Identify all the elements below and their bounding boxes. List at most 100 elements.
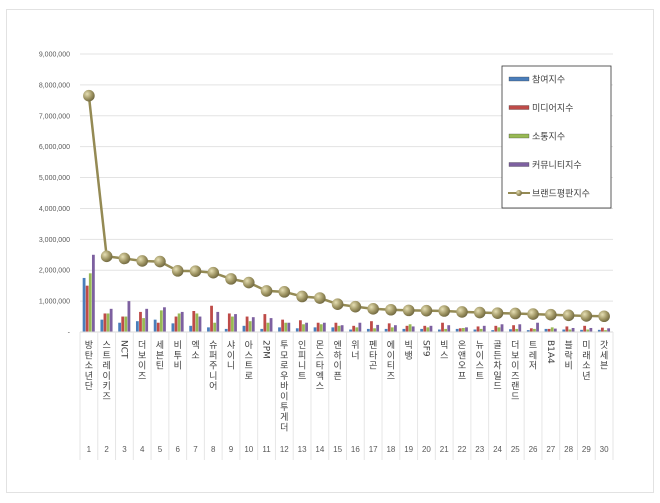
bar [402, 328, 406, 332]
bar [91, 254, 95, 332]
bar [319, 324, 323, 332]
bar [213, 322, 217, 332]
x-rank-label: 15 [333, 445, 342, 454]
bar [302, 324, 305, 332]
x-rank-label: 10 [244, 445, 253, 454]
bar [278, 327, 281, 332]
line-marker [438, 305, 451, 317]
bar [295, 328, 299, 332]
y-tick-label: 5,000,000 [39, 175, 70, 182]
bar [571, 327, 575, 332]
legend-swatch-icon [508, 105, 530, 110]
line-marker [189, 265, 202, 277]
bar [118, 322, 122, 332]
bar [500, 324, 504, 332]
x-rank-label: 9 [229, 445, 234, 454]
bar [109, 308, 113, 332]
legend-item: 브랜드평판지수 [508, 189, 590, 200]
bar [491, 330, 495, 332]
y-tick-label: 2,000,000 [39, 268, 70, 275]
bar [156, 322, 160, 332]
line-marker [562, 309, 575, 322]
bar [547, 328, 551, 332]
y-tick-label: - [68, 330, 71, 337]
line-marker [225, 273, 237, 285]
bar [153, 319, 157, 332]
line-marker [278, 286, 291, 298]
bar [163, 307, 166, 332]
bar [124, 316, 128, 332]
bar [231, 316, 234, 332]
line-marker [349, 300, 362, 313]
bar [281, 319, 285, 332]
x-rank-label: 26 [529, 445, 538, 454]
x-axis: 방 탄 소 년 단 1 스 트 레 이 키 즈 2 NCT 3 더 보 이 즈 4 세 븐 틴 5 비 투 비 6 엑 소 7 슈 퍼 주 니 어 8 샤… [79, 331, 614, 460]
line-marker [580, 310, 593, 322]
bar [411, 326, 415, 332]
x-rank-label: 4 [140, 445, 145, 454]
bar-series [82, 254, 611, 332]
bar [287, 322, 291, 332]
bar [248, 321, 252, 332]
line-marker [207, 266, 220, 279]
bar [334, 322, 338, 332]
bar [82, 277, 86, 332]
bar [234, 314, 237, 332]
bar [405, 325, 409, 332]
bar [515, 328, 519, 332]
y-axis: - 1,000,000 2,000,000 3,000,000 4,000,000 5,0… [39, 52, 71, 337]
x-rank-label: 7 [193, 445, 198, 454]
bar [100, 319, 104, 332]
y-tick-label: 1,000,000 [39, 299, 70, 306]
bar [562, 329, 566, 332]
bar [607, 328, 611, 332]
bar [260, 328, 264, 332]
bar [207, 327, 210, 332]
bar [142, 318, 145, 332]
line-marker [83, 89, 95, 102]
bar [536, 322, 539, 332]
legend-item: 커뮤니티지수 [508, 160, 582, 171]
y-tick-label: 9,000,000 [39, 52, 70, 59]
y-tick-label: 3,000,000 [39, 237, 70, 244]
bar [171, 323, 175, 332]
line-marker [242, 276, 255, 289]
bar [159, 310, 163, 332]
line-marker [100, 250, 113, 263]
bar [174, 316, 178, 332]
line-marker [527, 308, 539, 320]
bar [394, 325, 397, 332]
line-marker [296, 290, 308, 303]
legend-marker-icon [516, 190, 522, 196]
x-rank-label: 24 [493, 445, 502, 454]
bar [479, 328, 483, 332]
x-category-label: B1A4 [545, 340, 555, 364]
bar [553, 328, 557, 332]
x-rank-label: 13 [298, 445, 307, 454]
bar [373, 328, 376, 332]
x-category-label: SF9 [420, 340, 430, 357]
legend-label: 소통지수 [532, 132, 565, 143]
bar [316, 322, 320, 332]
bar [473, 329, 477, 332]
x-rank-label: 27 [546, 445, 555, 454]
x-category-label: 2PM [261, 340, 271, 359]
x-rank-label: 21 [440, 445, 449, 454]
bar [366, 328, 370, 332]
bar [242, 325, 246, 332]
line-marker [331, 298, 344, 311]
bar [390, 327, 394, 332]
bar [195, 313, 199, 332]
bar [145, 308, 149, 332]
bar [568, 329, 572, 332]
x-rank-label: 17 [369, 445, 378, 454]
